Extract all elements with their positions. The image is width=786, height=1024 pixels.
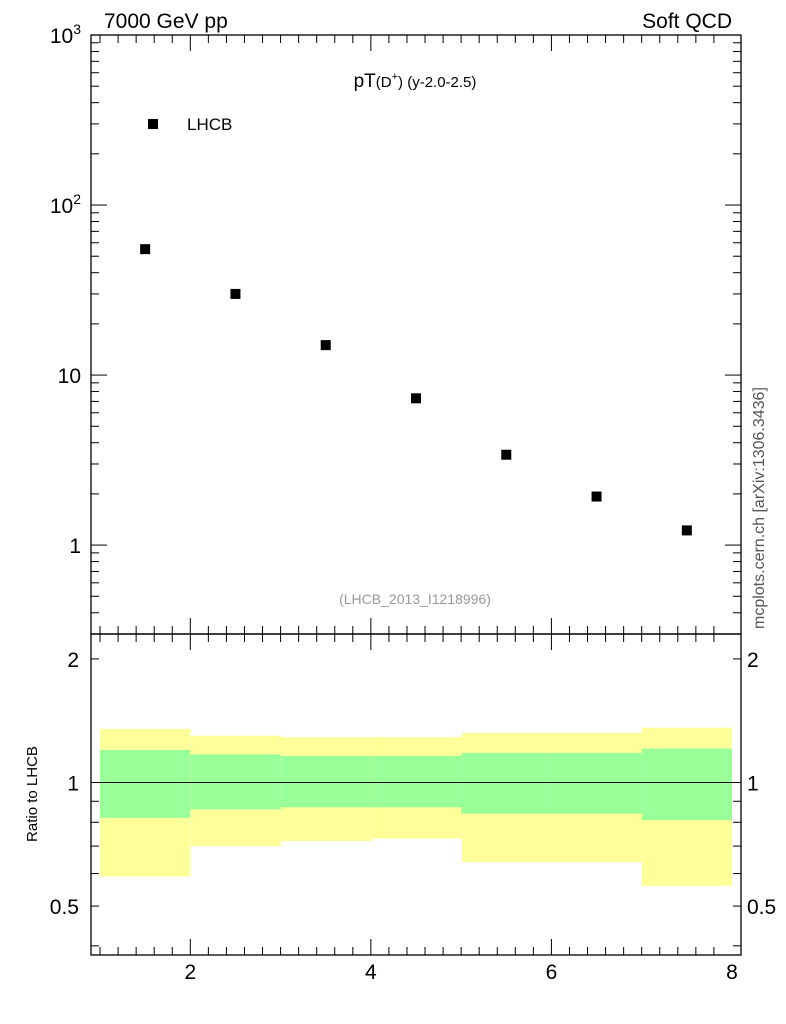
- x-tick-label-2: 6: [546, 961, 558, 984]
- x-tick-label-1: 4: [365, 961, 377, 984]
- plot-title-rapidity: (y-2.0-2.5): [403, 74, 476, 91]
- ratio-y-tick-label-left-1: 1: [67, 772, 79, 795]
- ratio-y-tick-label-left-0: 0.5: [50, 896, 79, 919]
- ratio-inner-band-0: [100, 749, 191, 818]
- plot-title-particle: (D: [376, 74, 392, 91]
- ratio-y-tick-label-right-1: 1: [747, 772, 759, 795]
- data-point-4: [501, 449, 512, 460]
- plot-title-charge: +: [392, 71, 398, 83]
- plot-title-close: ): [398, 74, 403, 91]
- ratio-inner-band-4: [461, 752, 552, 814]
- legend-marker: [148, 119, 158, 129]
- ratio-inner-band-5: [551, 752, 642, 814]
- ratio-inner-band-6: [641, 748, 732, 821]
- header-collision: 7000 GeV pp: [104, 10, 228, 33]
- plot-title-main: pT: [354, 71, 377, 92]
- ratio-plot-marks: 0.5 0.5 1 1 2 2 2 4 6 8: [50, 633, 776, 984]
- plot-title: pT(D+) (y-2.0-2.5): [354, 71, 477, 92]
- header-process: Soft QCD: [642, 10, 732, 33]
- ratio-inner-band-3: [370, 756, 462, 808]
- ratio-axis-label: Ratio to LHCB: [24, 746, 41, 842]
- ratio-inner-band-2: [280, 756, 371, 808]
- reference-label: (LHCB_2013_I1218996): [339, 591, 491, 607]
- ratio-y-tick-label-right-2: 2: [747, 649, 759, 672]
- data-point-0: [140, 244, 151, 255]
- legend-label: LHCB: [187, 115, 232, 134]
- side-source-label: mcplots.cern.ch [arXiv:1306.3436]: [751, 387, 768, 629]
- data-point-1: [230, 288, 241, 299]
- main-y-tick-label-0: 1: [69, 535, 81, 558]
- data-point-2: [320, 340, 331, 351]
- data-point-5: [591, 491, 602, 502]
- ratio-plot-frame: [90, 633, 742, 956]
- data-point-6: [681, 525, 692, 536]
- ratio-y-tick-label-right-0: 0.5: [747, 896, 776, 919]
- main-y-tick-label-3: 103: [50, 21, 81, 48]
- x-tick-label-0: 2: [184, 961, 196, 984]
- main-plot-marks: 1 10 102 103: [50, 21, 742, 635]
- main-y-tick-label-1: 10: [58, 365, 81, 388]
- main-y-tick-label-2: 102: [50, 191, 81, 218]
- x-tick-label-3: 8: [726, 961, 738, 984]
- ratio-inner-band-1: [190, 754, 281, 810]
- ratio-y-tick-label-left-2: 2: [67, 649, 79, 672]
- data-point-3: [411, 393, 421, 404]
